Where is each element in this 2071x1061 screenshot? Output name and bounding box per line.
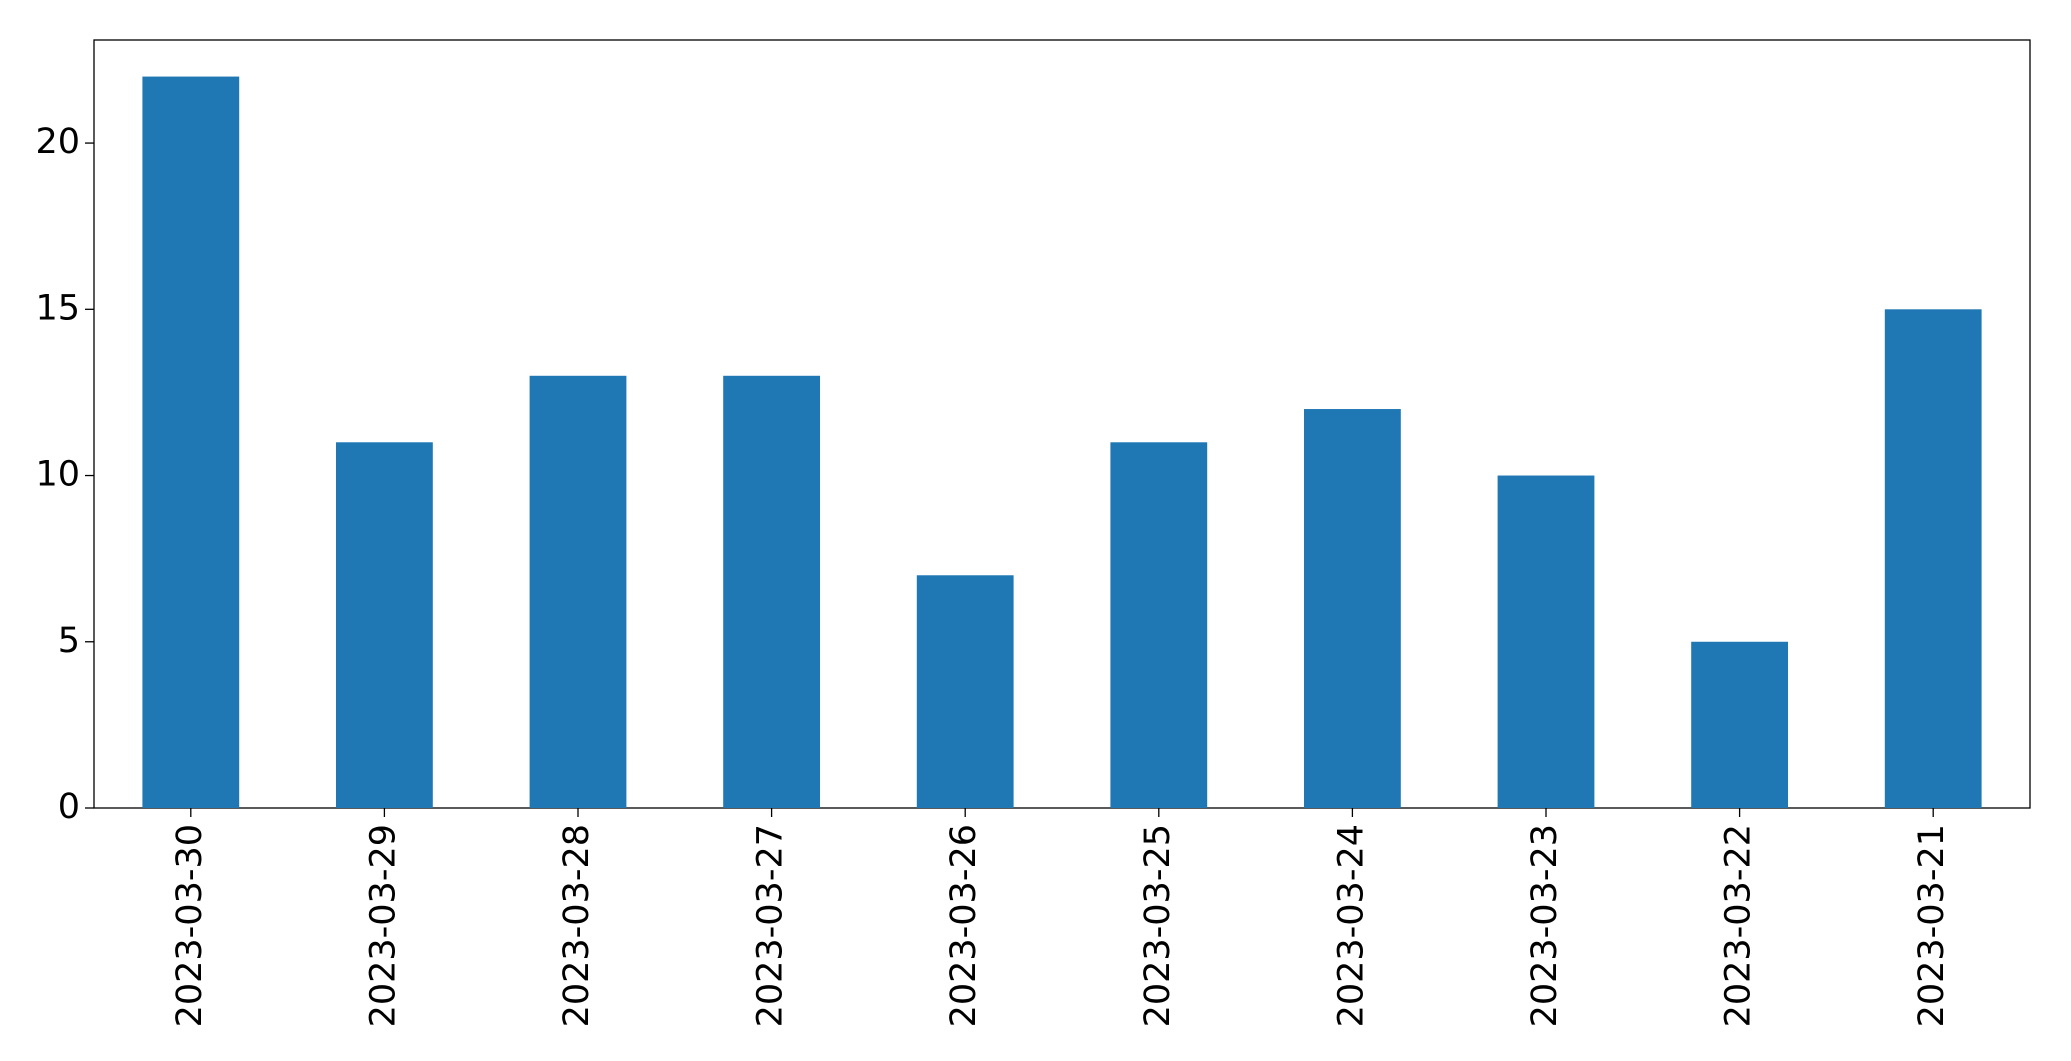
- bar: [142, 76, 240, 809]
- bar: [916, 575, 1014, 808]
- plot-frame: [93, 39, 2031, 809]
- bar: [1304, 409, 1401, 808]
- bar: [1110, 442, 1208, 808]
- x-tick-label: 2023-03-30: [170, 824, 210, 1027]
- x-tick-label: 2023-03-21: [1912, 824, 1952, 1027]
- y-tick-label: 10: [35, 455, 80, 495]
- x-tick-label: 2023-03-28: [557, 824, 597, 1027]
- x-tick-label: 2023-03-26: [944, 824, 984, 1027]
- bar: [1497, 475, 1595, 808]
- x-tick-label: 2023-03-24: [1331, 824, 1371, 1027]
- y-tick-label: 20: [35, 122, 80, 162]
- x-tick-label: 2023-03-23: [1525, 824, 1565, 1027]
- bar: [336, 442, 433, 808]
- bar: [1884, 309, 1982, 808]
- bar: [723, 375, 820, 808]
- x-tick-label: 2023-03-22: [1719, 824, 1759, 1027]
- bar: [1691, 641, 1788, 808]
- bar: [529, 375, 627, 808]
- x-tick-label: 2023-03-25: [1138, 824, 1178, 1027]
- y-tick-label: 15: [35, 288, 80, 328]
- y-tick-label: 5: [58, 621, 80, 661]
- x-tick-label: 2023-03-27: [751, 824, 791, 1027]
- x-tick-label: 2023-03-29: [363, 824, 403, 1027]
- y-tick-label: 0: [58, 787, 80, 827]
